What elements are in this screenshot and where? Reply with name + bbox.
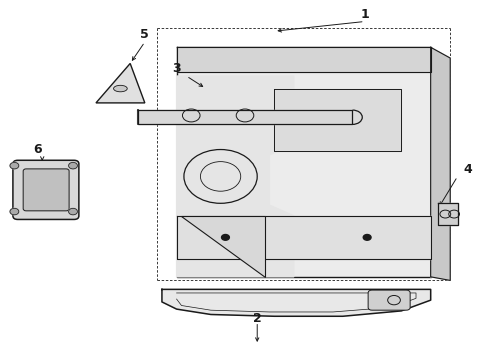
Polygon shape — [138, 110, 352, 125]
Circle shape — [69, 162, 77, 169]
FancyBboxPatch shape — [13, 160, 79, 220]
Polygon shape — [96, 63, 145, 103]
Circle shape — [10, 208, 19, 215]
Text: 2: 2 — [253, 311, 262, 325]
Polygon shape — [176, 47, 431, 72]
Circle shape — [363, 234, 371, 240]
Text: 4: 4 — [463, 163, 472, 176]
Polygon shape — [176, 216, 431, 259]
Polygon shape — [181, 216, 265, 277]
Polygon shape — [438, 203, 458, 225]
Text: 1: 1 — [360, 8, 369, 21]
FancyBboxPatch shape — [23, 169, 69, 211]
Text: 3: 3 — [172, 62, 181, 75]
FancyBboxPatch shape — [368, 290, 410, 310]
Text: 6: 6 — [33, 143, 42, 156]
Polygon shape — [162, 289, 431, 316]
Circle shape — [221, 234, 229, 240]
Circle shape — [10, 162, 19, 169]
Text: 5: 5 — [141, 28, 149, 41]
Polygon shape — [431, 47, 450, 280]
Polygon shape — [176, 47, 431, 277]
Polygon shape — [274, 89, 401, 151]
Polygon shape — [176, 76, 294, 277]
Circle shape — [69, 208, 77, 215]
Ellipse shape — [114, 85, 127, 92]
